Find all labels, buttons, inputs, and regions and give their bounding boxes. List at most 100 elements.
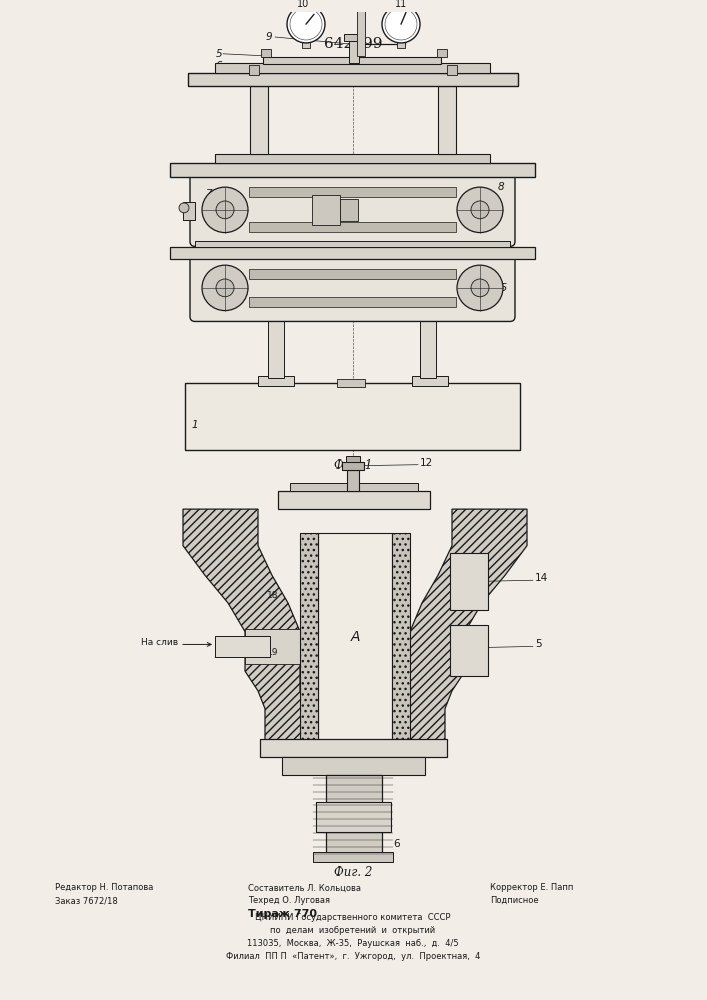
Text: Заказ 7672/18: Заказ 7672/18 [55,896,118,905]
Bar [258,376,294,386]
FancyBboxPatch shape [190,254,515,321]
Polygon shape [300,533,318,740]
Bar [188,73,518,86]
Text: 5: 5 [535,639,542,649]
Text: Фиг. 1: Фиг. 1 [334,459,372,472]
Bar [347,470,359,491]
Bar [183,202,195,220]
Bar [268,317,284,378]
Circle shape [287,5,325,43]
Bar [438,86,456,154]
Text: 4: 4 [205,215,211,225]
Bar [261,49,271,57]
Polygon shape [402,509,527,740]
Bar [316,802,391,832]
Bar [249,222,456,232]
Text: На слив: На слив [141,638,178,647]
Circle shape [382,5,420,43]
Text: 2: 2 [216,72,222,82]
Text: ЦНИИПИ Государственного комитета  СССР: ЦНИИПИ Государственного комитета СССР [255,913,451,922]
Text: 3: 3 [205,283,211,293]
Text: Корректор Е. Папп: Корректор Е. Папп [490,883,573,892]
Bar [337,379,365,387]
Bar [215,63,490,73]
Text: Техред О. Луговая: Техред О. Луговая [248,896,330,905]
Bar [278,491,430,509]
Text: Редактор Н. Потапова: Редактор Н. Потапова [55,883,153,892]
Bar [302,42,310,48]
Bar [250,86,268,154]
Text: 19: 19 [267,648,278,657]
Text: 14: 14 [535,573,548,583]
Text: 15: 15 [495,283,508,293]
Bar [215,154,490,163]
Circle shape [216,201,234,219]
Circle shape [457,265,503,311]
Bar [245,629,300,664]
Text: 18: 18 [267,591,278,600]
Text: 12: 12 [420,458,433,468]
Bar [260,739,447,757]
Bar [450,553,488,610]
Bar [282,757,425,775]
Text: Составитель Л. Кольцова: Составитель Л. Кольцова [248,883,361,892]
Circle shape [216,279,234,297]
Bar [263,57,441,64]
Polygon shape [392,533,410,740]
Text: 642199: 642199 [324,37,382,51]
Bar [340,199,358,221]
Text: по  делам  изобретений  и  открытий: по делам изобретений и открытий [271,926,436,935]
Circle shape [471,201,489,219]
Bar [170,163,535,177]
Text: A: A [350,630,360,644]
Bar [249,269,456,279]
Text: 6: 6 [216,61,222,71]
Bar [357,6,365,56]
Text: 9: 9 [265,32,272,42]
Bar [249,187,456,197]
Text: 113035,  Москва,  Ж-35,  Раушская  наб.,  д.  4/5: 113035, Москва, Ж-35, Раушская наб., д. … [247,939,459,948]
Text: Подписное: Подписное [490,896,539,905]
Text: Фиг. 2: Фиг. 2 [334,866,372,879]
Polygon shape [183,509,308,740]
Bar [349,41,359,63]
Text: 7: 7 [205,189,211,199]
Bar [195,241,510,247]
Bar [346,456,360,462]
Bar [420,317,436,378]
Bar [290,483,418,491]
Text: 1: 1 [192,420,199,430]
Text: 11: 11 [395,0,407,9]
Bar [450,625,488,676]
Text: 5: 5 [216,49,222,59]
Bar [300,533,410,740]
Bar [249,65,259,75]
Bar [215,636,270,657]
Bar [342,462,364,470]
Bar [185,383,520,450]
Circle shape [457,187,503,233]
Text: 6: 6 [393,839,399,849]
Circle shape [202,265,248,311]
Bar [344,34,362,41]
Bar [313,852,393,862]
Bar [437,49,447,57]
Bar [170,247,535,259]
Bar [249,297,456,307]
Text: 10: 10 [297,0,309,9]
Bar [318,533,392,740]
FancyBboxPatch shape [190,172,515,246]
Bar [412,376,448,386]
Circle shape [202,187,248,233]
Text: Тираж 770: Тираж 770 [248,909,317,919]
Bar [312,195,340,225]
Bar [447,65,457,75]
Circle shape [179,203,189,213]
Text: Филиал  ПП П  «Патент»,  г.  Ужгород,  ул.  Проектная,  4: Филиал ПП П «Патент», г. Ужгород, ул. Пр… [226,952,480,961]
Text: К ЗКМ: К ЗКМ [337,492,369,502]
Text: 13: 13 [435,748,448,758]
Text: 8: 8 [498,182,505,192]
Circle shape [471,279,489,297]
Bar [326,775,382,859]
Bar [397,42,405,48]
